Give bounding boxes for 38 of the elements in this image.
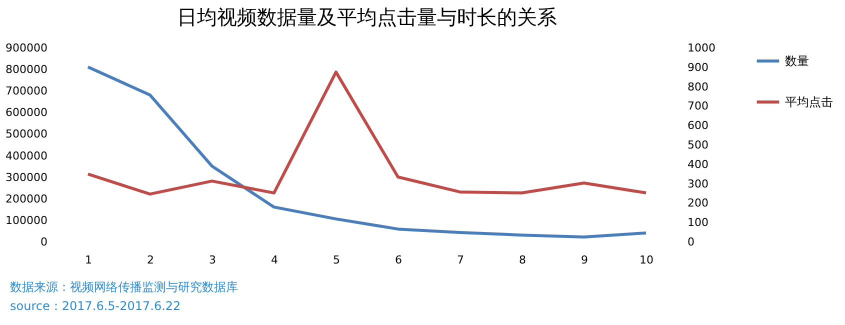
legend-label: 平均点击	[785, 95, 833, 109]
x-tick-label: 7	[457, 254, 464, 266]
y-tick-label: 800000	[6, 63, 48, 76]
x-tick-label: 9	[581, 254, 588, 266]
source-note: 数据来源：视频网络传播监测与研究数据库	[10, 279, 238, 296]
y-tick-label: 500000	[6, 128, 48, 141]
source-note: source：2017.6.5-2017.6.22	[10, 298, 182, 315]
y-tick-label: 700000	[6, 84, 48, 98]
y2-tick-label: 700	[688, 100, 708, 113]
y-tick-label: 400000	[6, 149, 48, 162]
y2-tick-label: 900	[688, 60, 708, 74]
y2-tick-label: 300	[688, 177, 708, 190]
legend-label: 数量	[785, 54, 809, 68]
line-series	[86, 65, 648, 239]
x-tick-label: 5	[333, 254, 340, 266]
y2-tick-label: 200	[688, 196, 708, 210]
y2-tick-label: 0	[688, 236, 694, 248]
y-tick-label: 0	[40, 236, 48, 248]
x-tick-label: 1	[85, 254, 92, 266]
y-tick-label: 100000	[6, 214, 48, 227]
chart-title: 日均视频数据量及平均点击量与时长的关系	[177, 5, 557, 29]
y2-tick-label: 400	[688, 158, 708, 171]
x-tick-label: 6	[395, 254, 402, 266]
x-tick-label: 3	[209, 254, 216, 266]
y-tick-label: 300000	[6, 170, 48, 184]
x-tick-label: 10	[640, 254, 654, 266]
x-tick-label: 2	[147, 254, 154, 266]
y2-tick-label: 1000	[688, 42, 716, 54]
y2-tick-label: 500	[688, 138, 708, 152]
line-series	[86, 70, 648, 196]
y-tick-label: 600000	[6, 106, 48, 120]
x-tick-label: 4	[271, 254, 278, 266]
y-tick-label: 900000	[6, 42, 48, 54]
y2-tick-label: 800	[688, 80, 708, 94]
y2-tick-label: 100	[688, 216, 708, 230]
x-tick-label: 8	[519, 254, 526, 266]
y2-tick-label: 600	[688, 119, 708, 132]
y-tick-label: 200000	[6, 192, 48, 206]
